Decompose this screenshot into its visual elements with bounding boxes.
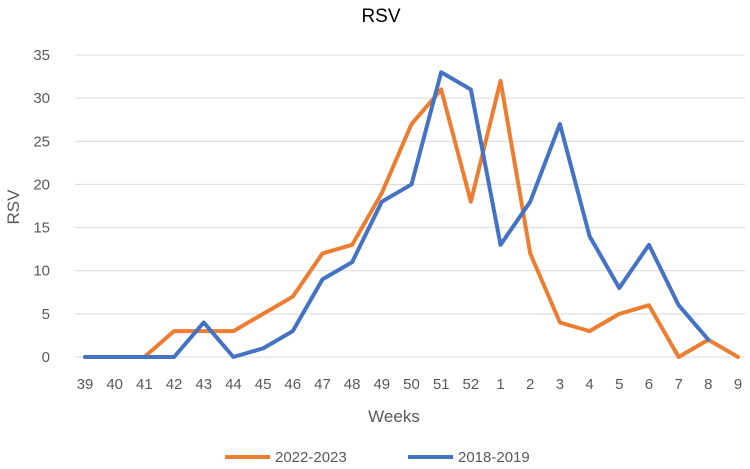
legend-label: 2018-2019 <box>458 449 530 466</box>
x-tick-label: 48 <box>344 376 361 393</box>
x-tick-label: 8 <box>704 376 712 393</box>
legend-item: 2018-2019 <box>408 449 530 466</box>
y-tick-label: 30 <box>33 90 50 107</box>
x-tick-label: 41 <box>136 376 153 393</box>
y-tick-label: 25 <box>33 133 50 150</box>
x-tick-label: 46 <box>284 376 301 393</box>
legend: 2022-2023 2018-2019 <box>225 449 530 466</box>
y-tick-label: 10 <box>33 263 50 280</box>
gridlines <box>75 54 745 358</box>
y-tick-label: 35 <box>33 47 50 64</box>
x-tick-label: 40 <box>106 376 123 393</box>
x-tick-label: 43 <box>195 376 212 393</box>
x-tick-label: 5 <box>615 376 623 393</box>
chart-title: RSV <box>361 6 400 27</box>
x-axis-title: Weeks <box>368 407 420 426</box>
x-tick-label: 3 <box>556 376 564 393</box>
x-tick-label: 52 <box>463 376 480 393</box>
y-tick-label: 5 <box>42 306 50 323</box>
x-tick-label: 49 <box>373 376 390 393</box>
x-axis-ticks: 39 40 41 42 43 44 45 46 47 48 49 50 51 52 1 2 3 4 5 6 7 8 9 <box>77 376 743 393</box>
y-tick-label: 0 <box>42 349 50 366</box>
x-tick-label: 45 <box>255 376 272 393</box>
y-tick-label: 15 <box>33 220 50 237</box>
series-lines <box>83 70 740 359</box>
y-axis-title: RSV <box>4 189 23 225</box>
x-tick-label: 39 <box>77 376 94 393</box>
x-tick-label: 47 <box>314 376 331 393</box>
x-tick-label: 1 <box>496 376 504 393</box>
series-line-2022-2023 <box>83 78 740 359</box>
x-tick-label: 2 <box>526 376 534 393</box>
x-tick-label: 50 <box>403 376 420 393</box>
y-axis-ticks: 0 5 10 15 20 25 30 35 <box>33 47 50 366</box>
x-tick-label: 7 <box>674 376 682 393</box>
x-tick-label: 9 <box>734 376 742 393</box>
x-tick-label: 42 <box>166 376 183 393</box>
x-tick-label: 51 <box>433 376 450 393</box>
x-tick-label: 4 <box>585 376 593 393</box>
series-line-2018-2019 <box>83 70 711 359</box>
legend-label: 2022-2023 <box>275 449 347 466</box>
x-tick-label: 44 <box>225 376 242 393</box>
y-tick-label: 20 <box>33 176 50 193</box>
x-tick-label: 6 <box>645 376 653 393</box>
legend-item: 2022-2023 <box>225 449 347 466</box>
